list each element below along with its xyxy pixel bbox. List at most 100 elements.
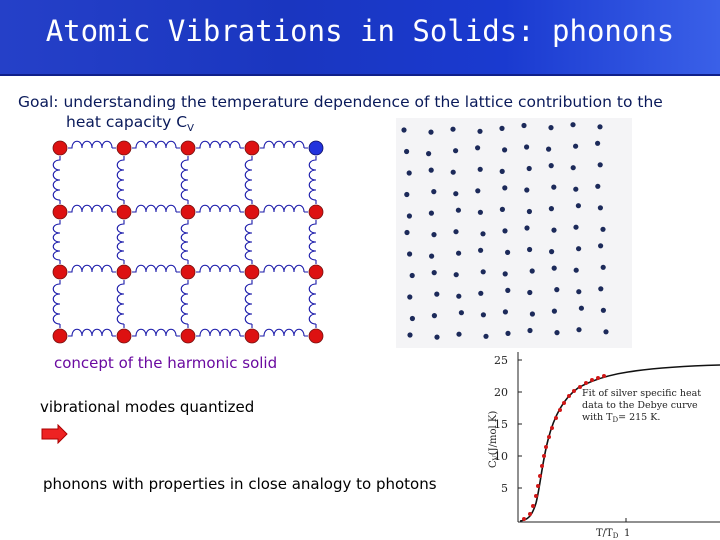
crystal-atom-dot xyxy=(406,213,412,219)
graph-data-point xyxy=(536,484,540,488)
crystal-atom-dot xyxy=(450,126,456,132)
spring-vertical xyxy=(308,280,317,328)
crystal-atom-dot xyxy=(404,148,410,155)
crystal-atom-dot xyxy=(573,186,579,192)
crystal-atom-dot xyxy=(458,310,464,316)
crystal-atom-dot xyxy=(527,289,533,296)
crystal-atom-dot xyxy=(453,191,459,197)
crystal-atom-dot xyxy=(450,169,456,175)
atom xyxy=(116,140,132,156)
photon-analogy-caption: phonons with properties in close analogy… xyxy=(43,475,437,493)
crystal-atom-dot xyxy=(453,272,459,278)
spring-vertical xyxy=(244,280,253,328)
crystal-atom-dot xyxy=(406,170,412,176)
crystal-atom-dot xyxy=(576,327,582,333)
atom xyxy=(52,328,68,344)
crystal-atom-dot xyxy=(428,210,434,216)
atom xyxy=(308,264,324,280)
crystal-atom-dot xyxy=(407,332,413,338)
crystal-atom-dot xyxy=(570,122,576,128)
crystal-atom-dot xyxy=(455,207,461,213)
crystal-atom-dot xyxy=(456,250,462,256)
goal-heat-capacity-sub: V xyxy=(187,123,194,135)
crystal-atom-dot xyxy=(478,290,484,296)
crystal-atom-dot xyxy=(527,246,533,253)
atom xyxy=(52,140,68,156)
crystal-atom-dot xyxy=(554,330,560,336)
spring-vertical xyxy=(308,220,317,264)
crystal-atom-dot xyxy=(431,270,437,276)
graph-data-point xyxy=(596,376,600,380)
crystal-atom-dot xyxy=(526,165,532,172)
ytick-10: 10 xyxy=(494,450,508,463)
spring-horizontal xyxy=(260,140,308,149)
ytick-20: 20 xyxy=(494,386,508,399)
crystal-atom-dot xyxy=(434,291,440,297)
spring-horizontal xyxy=(196,140,244,149)
graph-data-point xyxy=(547,435,551,439)
crystal-atom-dot xyxy=(576,289,582,295)
crystal-atom-dot xyxy=(483,333,489,339)
crystal-atom-dot xyxy=(480,312,486,318)
crystal-atom-dot xyxy=(575,203,581,209)
crystal-atom-dot xyxy=(548,206,554,212)
crystal-atom-dot xyxy=(428,167,434,173)
spring-vertical xyxy=(116,156,125,204)
crystal-atom-dot xyxy=(404,229,410,236)
spring-horizontal xyxy=(196,204,244,213)
crystal-atom-dot xyxy=(453,229,459,235)
crystal-atom-dot xyxy=(502,147,508,153)
graph-data-point xyxy=(554,416,558,420)
crystal-atom-dot xyxy=(521,122,527,129)
crystal-atom-dot xyxy=(551,227,557,233)
spring-horizontal xyxy=(68,328,116,337)
spring-vertical xyxy=(180,220,189,264)
crystal-atom-dot xyxy=(527,327,533,334)
crystal-atom-dot xyxy=(404,191,410,198)
annotation-line-1: Fit of silver specific heat xyxy=(582,388,701,399)
crystal-atom-dot xyxy=(478,247,484,253)
crystal-lattice-image xyxy=(396,118,632,348)
crystal-atom-dot xyxy=(502,271,508,277)
spring-vertical xyxy=(308,156,317,204)
graph-data-point xyxy=(534,494,538,498)
graph-xtick-1: 1 xyxy=(624,528,630,539)
crystal-atom-dot xyxy=(502,228,508,234)
crystal-atom-dot xyxy=(456,293,462,299)
spring-horizontal xyxy=(68,140,116,149)
crystal-atom-dot xyxy=(597,205,603,211)
slide-title: Atomic Vibrations in Solids: phonons xyxy=(45,14,675,48)
graph-ylabel-units: CV(J/mol K) xyxy=(488,411,500,468)
crystal-atom-dot xyxy=(551,184,557,190)
graph-data-point xyxy=(531,504,535,508)
crystal-atom-dot xyxy=(578,305,584,311)
debye-heat-capacity-graph: 25 20 15 10 5 CV(J/mol K) Fit of silver … xyxy=(478,348,720,540)
ytick-15: 15 xyxy=(494,418,508,431)
crystal-atom-dot xyxy=(573,143,579,149)
spring-horizontal xyxy=(68,264,116,273)
crystal-atom-dot xyxy=(595,183,601,189)
spring-vertical xyxy=(52,280,61,328)
crystal-atom-dot xyxy=(598,286,604,292)
goal-text: Goal: understanding the temperature depe… xyxy=(18,92,718,139)
crystal-atom-dot xyxy=(597,124,603,130)
crystal-atom-dot xyxy=(499,125,505,131)
atom xyxy=(244,328,260,344)
spring-vertical xyxy=(116,220,125,264)
spring-horizontal xyxy=(260,204,308,213)
crystal-atom-dot xyxy=(505,330,511,336)
spring-vertical xyxy=(116,280,125,328)
atom xyxy=(244,204,260,220)
graph-data-point xyxy=(572,389,576,393)
graph-data-point xyxy=(590,378,594,382)
crystal-atom-dot xyxy=(477,166,483,172)
atom xyxy=(308,204,324,220)
crystal-atom-dot xyxy=(401,127,407,133)
crystal-atom-dot xyxy=(428,129,434,135)
crystal-atom-dot xyxy=(524,225,530,231)
graph-data-point xyxy=(558,408,562,412)
crystal-atom-dot xyxy=(597,162,603,168)
crystal-atom-dot xyxy=(409,315,415,322)
title-bar: Atomic Vibrations in Solids: phonons xyxy=(0,0,720,76)
crystal-atom-dot xyxy=(431,232,437,238)
